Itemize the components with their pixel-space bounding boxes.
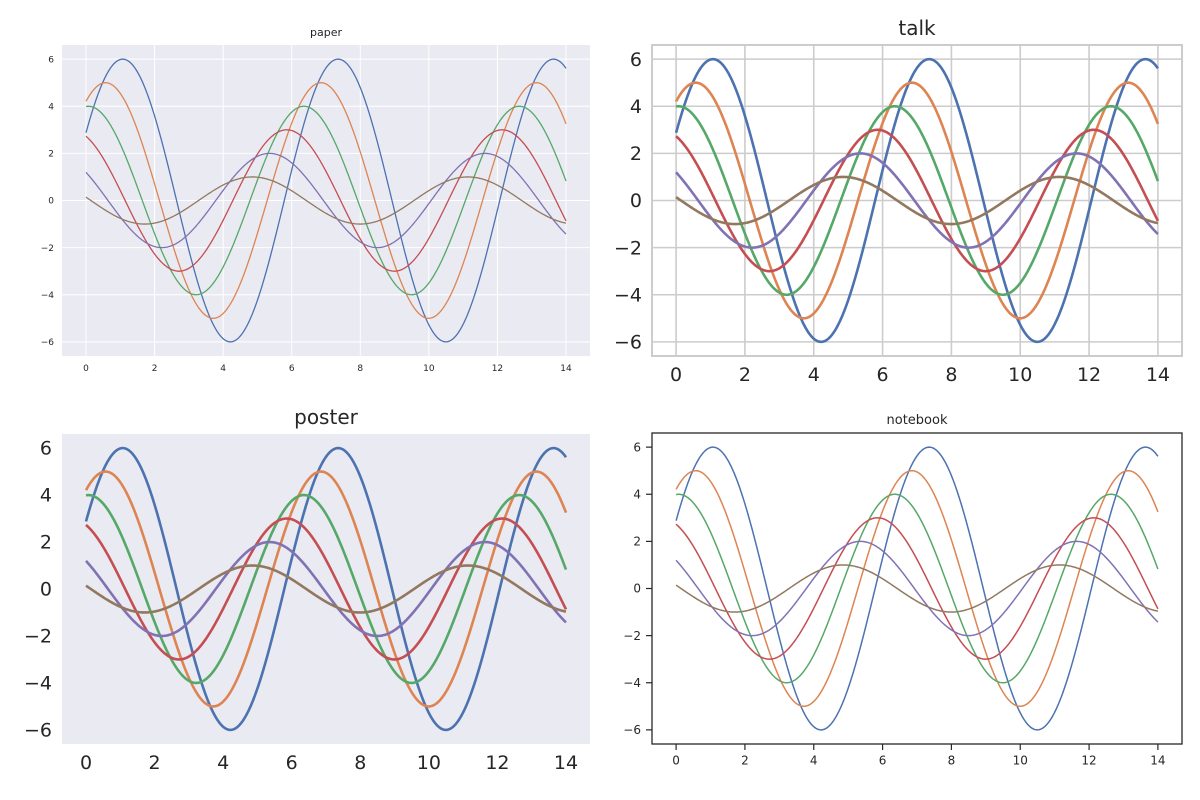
- y-tick-label: −2: [41, 244, 54, 254]
- x-tick-label: 12: [1077, 364, 1101, 386]
- y-tick-label: 4: [630, 96, 642, 118]
- x-tick-label: 2: [149, 752, 161, 774]
- y-tick-label: −4: [41, 291, 55, 301]
- axes-background: [62, 434, 590, 744]
- y-tick-label: −2: [623, 629, 641, 643]
- y-tick-label: 6: [40, 438, 52, 460]
- series-line-5: [85, 540, 567, 638]
- series-line-6: [85, 564, 567, 614]
- y-tick-label: 6: [630, 49, 642, 71]
- x-tick-label: 4: [808, 364, 820, 386]
- x-tick-label: 2: [152, 364, 158, 374]
- y-tick-label: 2: [48, 150, 54, 160]
- y-tick-label: 0: [630, 190, 642, 212]
- series-line-4: [85, 129, 567, 272]
- x-tick-label: 0: [83, 364, 89, 374]
- x-tick-label: 8: [354, 752, 366, 774]
- y-tick-label: −6: [24, 720, 52, 742]
- series-line-6: [85, 176, 567, 225]
- x-tick-label: 0: [672, 754, 680, 768]
- series-line-3: [675, 493, 1159, 684]
- x-tick-label: 2: [741, 754, 749, 768]
- chart-title-notebook: notebook: [887, 413, 948, 428]
- y-tick-label: −2: [614, 237, 642, 259]
- series-line-1: [674, 57, 1159, 344]
- y-tick-label: −6: [41, 338, 55, 348]
- x-tick-label: 4: [217, 752, 229, 774]
- x-tick-label: 12: [485, 752, 509, 774]
- y-tick-label: 4: [633, 487, 641, 501]
- series-line-4: [85, 517, 568, 661]
- talk-subplot: 0 2 4 6 8 10 12 14 −6 −4 −2 0 2 4 6 talk: [614, 16, 1183, 386]
- x-tick-label: 6: [289, 364, 295, 374]
- x-tick-label: 12: [1081, 754, 1096, 768]
- x-tick-label: 2: [739, 364, 751, 386]
- x-tick-label: 10: [1013, 754, 1028, 768]
- y-tick-label: −2: [24, 626, 52, 648]
- x-tick-label: 0: [670, 364, 682, 386]
- y-tick-label: 4: [40, 485, 52, 507]
- y-tick-label: −6: [614, 332, 642, 354]
- y-tick-label: −6: [623, 723, 641, 737]
- series-line-2: [674, 81, 1160, 320]
- x-tick-label: 14: [554, 752, 578, 774]
- x-tick-label: 14: [1146, 364, 1170, 386]
- series-line-6: [675, 564, 1159, 613]
- x-tick-label: 10: [423, 364, 435, 374]
- y-tick-label: 2: [633, 535, 641, 549]
- x-tick-label: 8: [948, 754, 956, 768]
- series-line-2: [84, 470, 568, 708]
- series-line-3: [85, 493, 568, 685]
- x-tick-label: 14: [1150, 754, 1165, 768]
- x-tick-label: 6: [286, 752, 298, 774]
- y-tick-label: −4: [614, 284, 642, 306]
- y-tick-label: 6: [48, 55, 54, 65]
- x-tick-label: 10: [1008, 364, 1032, 386]
- series-line-3: [675, 104, 1160, 297]
- series-line-5: [675, 540, 1159, 637]
- y-tick-label: 2: [40, 532, 52, 554]
- y-tick-label: 0: [633, 582, 641, 596]
- paper-subplot: 0 2 4 6 8 10 12 14 −6 −4 −2 0 2 4 6 paper: [41, 26, 590, 374]
- series-line-2: [85, 82, 567, 319]
- series-line-4: [675, 517, 1159, 660]
- series-line-1: [84, 446, 568, 732]
- chart-title-talk: talk: [898, 16, 936, 40]
- poster-subplot: 0 2 4 6 8 10 12 14 −6 −4 −2 0 2 4 6 poster: [24, 405, 590, 774]
- series-line-2: [675, 469, 1159, 708]
- y-tick-label: 0: [48, 197, 54, 207]
- x-tick-label: 4: [220, 364, 226, 374]
- y-tick-label: −4: [623, 676, 641, 690]
- x-tick-label: 4: [810, 754, 818, 768]
- y-tick-label: 6: [633, 440, 641, 454]
- axes-background: [652, 433, 1182, 744]
- notebook-subplot: 0 2 4 6 8 10 12 14 −6 −4 −2 0 2 4 6 notebook: [623, 413, 1183, 768]
- series-line-5: [675, 152, 1159, 249]
- series-line-4: [675, 128, 1160, 273]
- chart-title-poster: poster: [294, 405, 358, 429]
- series-line-5: [85, 152, 567, 249]
- x-tick-label: 12: [492, 364, 503, 374]
- x-tick-label: 10: [417, 752, 441, 774]
- x-tick-label: 8: [357, 364, 363, 374]
- series-line-6: [675, 175, 1159, 226]
- chart-title-paper: paper: [310, 26, 342, 39]
- series-line-1: [675, 446, 1159, 731]
- series-line-1: [85, 58, 567, 343]
- x-tick-label: 14: [560, 364, 572, 374]
- axes-frame: [651, 44, 1183, 357]
- y-tick-label: 4: [48, 102, 54, 112]
- x-tick-label: 6: [877, 364, 889, 386]
- x-tick-label: 8: [945, 364, 957, 386]
- x-tick-label: 0: [80, 752, 92, 774]
- y-tick-label: 0: [40, 579, 52, 601]
- x-tick-label: 6: [879, 754, 887, 768]
- y-tick-label: 2: [630, 143, 642, 165]
- y-tick-label: −4: [24, 673, 52, 695]
- series-line-3: [85, 105, 567, 296]
